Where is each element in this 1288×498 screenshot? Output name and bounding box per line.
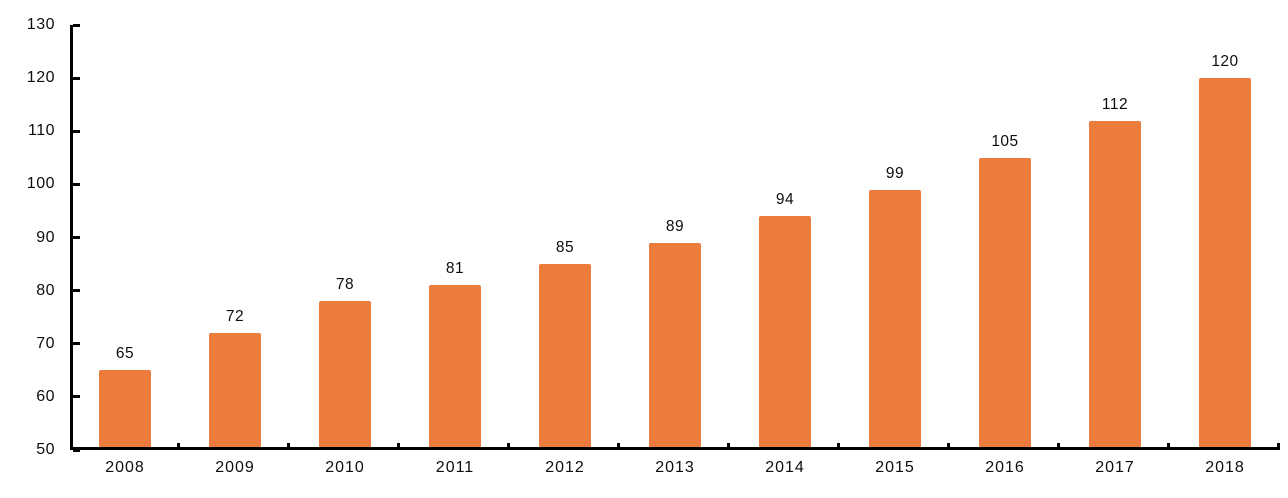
y-tick-label: 130: [26, 16, 55, 33]
x-tick-mark: [397, 443, 400, 450]
y-tick-mark: [73, 342, 80, 346]
bar: [319, 301, 371, 450]
y-tick-mark: [73, 448, 80, 452]
x-tick-label: 2008: [105, 459, 145, 476]
x-tick-mark: [617, 443, 620, 450]
y-tick-mark: [73, 23, 80, 27]
bar: [99, 370, 151, 450]
y-tick-mark: [73, 76, 80, 80]
x-tick-label: 2009: [215, 459, 255, 476]
x-tick-mark: [727, 443, 730, 450]
x-tick-label: 2018: [1205, 459, 1245, 476]
x-tick-mark: [837, 443, 840, 450]
x-tick-mark: [1057, 443, 1060, 450]
x-tick-label: 2016: [985, 459, 1025, 476]
y-tick-mark: [73, 129, 80, 133]
y-tick-label: 80: [36, 281, 55, 299]
bar: [209, 333, 261, 450]
x-tick-mark: [507, 443, 510, 450]
x-tick-label: 2012: [545, 459, 585, 476]
bar-value-label: 81: [445, 260, 465, 278]
x-tick-label: 2010: [325, 459, 365, 476]
bar-value-label: 78: [335, 276, 355, 294]
bar: [1089, 120, 1141, 450]
bar: [649, 242, 701, 450]
x-tick-label: 2015: [875, 459, 915, 476]
bar-value-label: 99: [885, 164, 905, 182]
bar-value-label: 89: [665, 217, 685, 235]
x-tick-mark: [177, 443, 180, 450]
x-tick-label: 2014: [765, 459, 805, 476]
x-tick-mark: [947, 443, 950, 450]
x-tick-label: 2017: [1095, 459, 1135, 476]
y-tick-mark: [73, 182, 80, 186]
y-tick-label: 50: [36, 441, 55, 458]
y-tick-mark: [73, 395, 80, 399]
bar: [759, 216, 811, 450]
bar-value-label: 112: [1101, 95, 1129, 113]
y-tick-label: 120: [26, 69, 55, 87]
y-tick-label: 70: [36, 334, 55, 352]
y-tick-label: 110: [27, 122, 55, 140]
y-tick-mark: [73, 236, 80, 239]
bar-value-label: 65: [115, 345, 135, 363]
bar: [1199, 78, 1251, 450]
bar: [539, 264, 591, 450]
bar-value-label: 94: [775, 191, 795, 209]
y-tick-label: 90: [36, 228, 55, 246]
bar-value-label: 72: [225, 308, 245, 326]
x-tick-label: 2011: [435, 459, 475, 476]
x-tick-mark: [287, 443, 290, 450]
y-tick-label: 60: [36, 387, 55, 405]
bar-value-label: 120: [1211, 53, 1239, 71]
x-tick-label: 2013: [655, 459, 695, 476]
y-tick-label: 100: [26, 175, 55, 193]
y-tick-mark: [73, 289, 80, 293]
bar: [869, 189, 921, 450]
bar: [429, 285, 481, 450]
x-tick-mark: [1167, 443, 1170, 450]
x-tick-mark: [1277, 443, 1280, 450]
bar: [979, 157, 1031, 450]
bar-value-label: 85: [555, 239, 575, 257]
bar-value-label: 105: [991, 132, 1019, 150]
